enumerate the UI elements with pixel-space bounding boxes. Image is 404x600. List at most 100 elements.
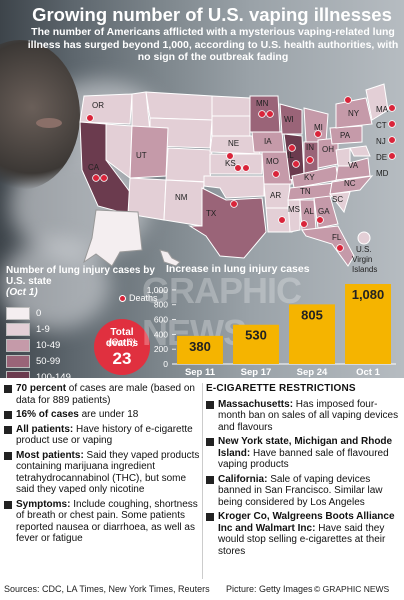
state-ny xyxy=(335,97,373,129)
label-fl: FL xyxy=(332,233,342,242)
label-nj: NJ xyxy=(376,137,386,146)
legend-label: 1-9 xyxy=(36,324,50,335)
state-md xyxy=(349,145,371,157)
total-deaths-value: 23 xyxy=(112,349,132,368)
death-dot xyxy=(226,152,234,160)
fact-bold: Symptoms: xyxy=(16,498,71,510)
legend-row: 10-49 xyxy=(6,339,106,354)
fact-bold: All patients: xyxy=(16,423,74,435)
x-category-label: Sep 24 xyxy=(297,367,328,378)
legend-swatch xyxy=(6,371,30,378)
x-category-label: Sep 17 xyxy=(241,367,272,378)
state-new-england xyxy=(365,83,389,121)
death-dot xyxy=(300,220,308,228)
death-dot xyxy=(258,110,266,118)
sources: Sources: CDC, LA Times, New York Times, … xyxy=(4,584,210,594)
bullet-square-icon xyxy=(206,400,214,409)
death-dot xyxy=(242,164,250,172)
state-nc xyxy=(329,175,374,195)
death-dot xyxy=(266,110,274,118)
legend-row: 50-99 xyxy=(6,355,106,370)
bullet-square-icon xyxy=(4,451,12,460)
bar-value-label: 530 xyxy=(245,328,267,343)
bar-value-label: 805 xyxy=(301,307,323,322)
restriction-item: New York state, Michigan and Rhode Islan… xyxy=(206,436,402,471)
label-il: IL xyxy=(287,151,294,160)
column-divider xyxy=(202,383,203,579)
x-category-label: Sep 11 xyxy=(185,367,216,378)
fact-text: Include coughing, shortness of breath or… xyxy=(16,498,198,545)
label-pa: PA xyxy=(340,131,351,140)
label-ks: KS xyxy=(225,159,236,168)
bar xyxy=(289,304,335,364)
death-dot xyxy=(316,216,324,224)
restriction-bold: California: xyxy=(218,473,268,485)
label-oh: OH xyxy=(322,145,334,154)
restrictions-list: E-CIGARETTE RESTRICTIONS Massachusetts: … xyxy=(206,383,402,560)
label-mn: MN xyxy=(256,99,269,108)
label-ut: UT xyxy=(136,151,147,160)
death-dot xyxy=(344,96,352,104)
legend-row: 0 xyxy=(6,307,106,322)
hero-panel: Growing number of U.S. vaping illnesses … xyxy=(0,0,404,378)
label-ar: AR xyxy=(270,191,281,200)
state-wv xyxy=(335,147,351,167)
death-dot xyxy=(388,104,396,112)
y-tick-label: 800 xyxy=(154,300,168,310)
total-deaths-date: (Oct 3) xyxy=(108,337,136,347)
legend-label: 50-99 xyxy=(36,356,61,367)
fact-text: Have history of e-cigarette product use … xyxy=(16,423,193,447)
label-or: OR xyxy=(92,101,104,110)
label-nc: NC xyxy=(344,179,356,188)
bullet-square-icon xyxy=(4,425,12,434)
y-tick-label: 1,000 xyxy=(147,285,169,295)
y-tick-label: 0 xyxy=(163,359,168,369)
bullet-square-icon xyxy=(206,438,214,446)
legend-swatch xyxy=(6,339,30,352)
watermark: GRAPHIC NEWS xyxy=(142,270,302,353)
fact-text: of cases are male (based on data for 889… xyxy=(16,383,195,406)
page-subtitle: The number of Americans afflicted with a… xyxy=(27,26,399,63)
death-dot xyxy=(272,170,280,178)
restriction-item: Massachusetts: Has imposed four-month ba… xyxy=(206,399,402,434)
bullet-square-icon xyxy=(4,411,12,419)
fact-bold: 70 percent xyxy=(16,383,67,394)
fact-item: 70 percent of cases are male (based on d… xyxy=(4,383,200,406)
facts-list: 70 percent of cases are male (based on d… xyxy=(4,383,200,548)
label-in: IN xyxy=(306,143,314,152)
bullet-square-icon xyxy=(4,500,12,509)
state-fl xyxy=(301,225,355,267)
y-tick-label: 200 xyxy=(154,344,168,354)
fact-text: Said they vaped products containing mari… xyxy=(16,449,200,496)
bar-chart: 0 200 400 600 800 1,000 380 Sep 11 530 Sep 17 805 S… xyxy=(147,284,391,378)
death-dot xyxy=(388,152,396,160)
fact-item: All patients: Have history of e-cigarett… xyxy=(4,424,200,447)
fact-bold: Most patients: xyxy=(16,449,84,461)
restriction-item: California: Sale of vaping devices banne… xyxy=(206,474,402,509)
label-ky: KY xyxy=(304,173,315,182)
state-ms xyxy=(287,199,301,233)
bar xyxy=(345,284,391,364)
restriction-bold: Kroger Co, Walgreens Boots Alliance Inc … xyxy=(218,511,395,534)
label-vi-3: Islands xyxy=(352,265,377,274)
restriction-item: Kroger Co, Walgreens Boots Alliance Inc … xyxy=(206,511,402,557)
restriction-text: Sale of vaping devices banned in San Fra… xyxy=(218,473,383,508)
death-dot xyxy=(278,216,286,224)
chart-title: Increase in lung injury cases xyxy=(166,263,310,275)
state-ak xyxy=(83,209,143,267)
deaths-key-label: Deaths xyxy=(129,293,158,303)
legend-swatch xyxy=(6,307,30,320)
label-de: DE xyxy=(376,153,387,162)
label-wi: WI xyxy=(284,115,294,124)
label-ia: IA xyxy=(264,137,272,146)
restriction-bold: Massachusetts: xyxy=(218,398,294,410)
bullet-square-icon xyxy=(206,513,214,521)
legend-label: 10-49 xyxy=(36,340,61,351)
legend-swatch xyxy=(6,355,30,368)
label-ms: MS xyxy=(288,205,300,214)
y-tick-label: 400 xyxy=(154,329,168,339)
label-mi: MI xyxy=(314,123,323,132)
deaths-key: Deaths xyxy=(119,293,158,303)
person-lips xyxy=(36,118,62,128)
label-va: VA xyxy=(348,161,359,170)
